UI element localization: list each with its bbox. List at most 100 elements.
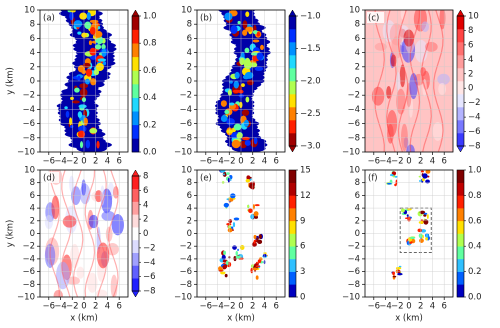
field-patch xyxy=(419,238,424,243)
y-tick-label: −8 xyxy=(179,280,192,290)
colorbar-segment xyxy=(132,227,139,241)
field-patch xyxy=(97,58,107,62)
y-tick-label: −6 xyxy=(347,267,360,277)
colorbar-tick-label: 8 xyxy=(468,26,473,36)
field-patch xyxy=(395,267,402,270)
field-patch xyxy=(419,180,422,182)
colorbar-tick-label: 0.8 xyxy=(143,39,157,49)
field-patch xyxy=(250,214,255,220)
field-patch xyxy=(386,109,398,137)
colorbar-tick-label: 12 xyxy=(300,191,311,201)
colorbar-tick-label: 0.0 xyxy=(143,148,157,158)
plot-frame xyxy=(39,9,129,153)
field xyxy=(218,170,268,280)
y-tick-label: 4 xyxy=(187,48,192,58)
y-tick-label: −4 xyxy=(22,105,35,115)
colorbar-segment xyxy=(457,258,464,272)
colorbar-tick-label: 6 xyxy=(468,40,473,50)
y-tick-label: −4 xyxy=(347,105,360,115)
field-patch xyxy=(400,123,408,152)
colorbar-segment xyxy=(132,84,139,98)
field-patch xyxy=(85,68,93,77)
colorbar-segment xyxy=(132,16,139,30)
y-tick-label: −8 xyxy=(347,133,360,143)
field-patch xyxy=(242,74,250,80)
field-patch xyxy=(241,136,250,141)
colorbar-tick-label: 1.0 xyxy=(143,12,157,22)
field-patch xyxy=(241,83,245,88)
y-tick-label: 6 xyxy=(187,191,192,201)
field-patch xyxy=(81,69,87,75)
plot-frame xyxy=(196,169,286,298)
panel-label: (c) xyxy=(368,14,379,24)
x-tick-label: 6 xyxy=(441,302,446,312)
colorbar-tick-label: −6 xyxy=(468,127,481,137)
colorbar-segment xyxy=(132,111,139,126)
x-tick-label: 0 xyxy=(81,302,86,312)
y-tick-label: −10 xyxy=(174,148,192,158)
colorbar-tick-label: 0 xyxy=(300,293,305,303)
y-tick-label: 2 xyxy=(355,216,360,226)
x-tick-label: 2 xyxy=(418,302,423,312)
field-patch xyxy=(394,175,398,178)
field-patch xyxy=(253,240,256,244)
field-patch xyxy=(69,175,75,193)
colorbar-tick-label: −4 xyxy=(468,113,481,123)
colorbar-extend xyxy=(288,145,297,153)
field-patch xyxy=(84,21,92,29)
field xyxy=(214,10,271,152)
field-patch xyxy=(94,44,102,50)
field-patch xyxy=(93,69,100,76)
colorbar-segment xyxy=(289,29,296,43)
field-patch xyxy=(223,250,227,255)
field-patch xyxy=(253,215,259,219)
field-patch xyxy=(227,89,232,96)
field-patch xyxy=(239,245,245,251)
field-patch xyxy=(222,114,226,121)
field-patch xyxy=(438,82,447,96)
field-patch xyxy=(77,31,82,35)
panel-label: (a) xyxy=(43,14,55,24)
field-patch xyxy=(253,234,257,239)
y-tick-label: −2 xyxy=(22,91,35,101)
y-tick-label: 10 xyxy=(349,6,360,16)
field-patch xyxy=(406,214,409,217)
field-patch xyxy=(423,219,429,225)
field-patch xyxy=(432,122,443,141)
colorbar-segment xyxy=(289,16,296,30)
colorbar-tick-label: 2 xyxy=(468,69,473,79)
colorbar-tick-label: 10 xyxy=(468,12,479,22)
field-patch xyxy=(65,110,70,118)
label-box xyxy=(42,172,59,183)
colorbar-tick-label: 0 xyxy=(468,84,473,94)
field-patch xyxy=(244,139,251,146)
colorbar-segment xyxy=(457,284,464,298)
colorbar-tick-label: 0.6 xyxy=(143,66,157,76)
colorbar-segment xyxy=(457,68,464,82)
plot-frame xyxy=(364,169,454,298)
field-patch xyxy=(226,222,232,226)
colorbar-segment xyxy=(289,284,296,298)
colorbar-tick-label: 0.2 xyxy=(468,267,482,277)
colorbar-segment xyxy=(457,220,464,234)
colorbar-segment xyxy=(457,170,464,183)
field-patch xyxy=(79,141,84,149)
x-tick-label: −6 xyxy=(200,157,213,167)
x-tick-label: −6 xyxy=(200,302,213,312)
y-tick-label: −4 xyxy=(347,254,360,264)
colorbar-tick-label: 0.4 xyxy=(468,242,482,252)
y-tick-label: 10 xyxy=(181,6,192,16)
y-tick-label: 2 xyxy=(30,216,35,226)
field-patch xyxy=(244,57,251,67)
field-patch xyxy=(425,170,431,174)
y-tick-label: −6 xyxy=(22,267,35,277)
x-tick-label: 2 xyxy=(93,302,98,312)
x-tick-label: −4 xyxy=(379,302,392,312)
y-tick-label: −10 xyxy=(342,148,360,158)
colorbar-extend xyxy=(131,169,140,177)
field-patch xyxy=(418,220,424,225)
y-tick-label: 10 xyxy=(24,6,35,16)
y-tick-label: 8 xyxy=(30,20,35,30)
field-patch xyxy=(223,264,228,269)
